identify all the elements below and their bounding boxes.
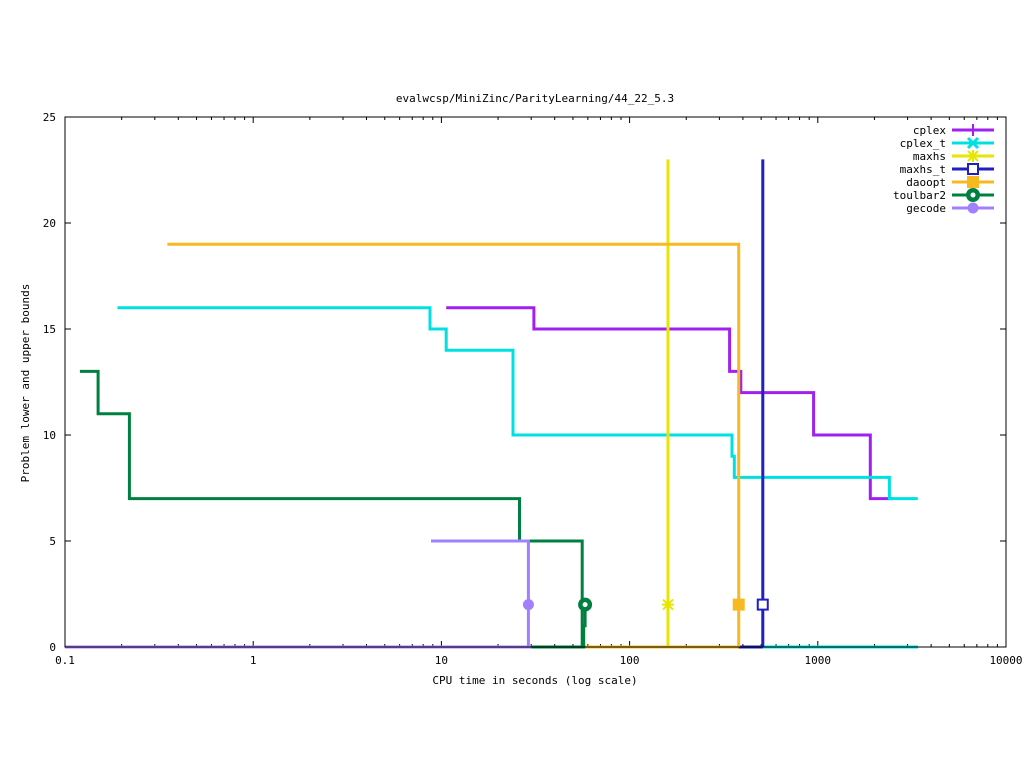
axis-ticks: 0.1 1 10 100 1000 10000 0 5 10 15 20 25	[43, 111, 1023, 667]
legend-item-gecode: gecode	[906, 202, 994, 215]
x-tick-label: 0.1	[55, 654, 75, 667]
legend-label: cplex	[913, 124, 946, 137]
legend-marker	[966, 188, 980, 202]
series-maxhs_t	[65, 159, 769, 649]
legend-label: maxhs_t	[900, 163, 946, 176]
y-tick-label: 5	[49, 535, 56, 548]
legend-marker	[967, 202, 979, 214]
legend-label: gecode	[906, 202, 946, 215]
series-toulbar2-upper-bound	[79, 369, 584, 647]
series-daoopt	[167, 242, 745, 649]
legend-marker	[967, 124, 979, 136]
chart-title: evalwcsp/MiniZinc/ParityLearning/44_22_5…	[396, 92, 674, 105]
series-maxhs-marker	[662, 598, 675, 611]
y-axis-label: Problem lower and upper bounds	[19, 284, 32, 483]
legend-label: daoopt	[906, 176, 946, 189]
series-cplex-upper-bound	[446, 306, 893, 501]
series-layer	[65, 159, 918, 649]
x-tick-label: 10000	[989, 654, 1022, 667]
y-tick-label: 15	[43, 323, 56, 336]
x-tick-label: 1000	[805, 654, 832, 667]
series-maxhs_t-marker	[756, 598, 769, 611]
y-tick-label: 25	[43, 111, 56, 124]
y-tick-label: 0	[49, 641, 56, 654]
x-tick-label: 100	[620, 654, 640, 667]
legend-marker	[967, 176, 979, 188]
x-tick-label: 10	[435, 654, 448, 667]
series-gecode-marker	[522, 599, 534, 611]
plot-frame	[64, 116, 1007, 648]
y-tick-label: 20	[43, 217, 56, 230]
legend-item-cplex: cplex	[913, 124, 994, 137]
y-tick-label: 10	[43, 429, 56, 442]
legend-label: cplex_t	[900, 137, 946, 150]
legend: cplexcplex_tmaxhsmaxhs_tdaoopttoulbar2ge…	[893, 124, 994, 215]
legend-item-maxhs_t: maxhs_t	[900, 163, 994, 176]
legend-item-maxhs: maxhs	[913, 150, 994, 163]
series-cplex_t-upper-bound	[117, 306, 918, 501]
x-axis-label: CPU time in seconds (log scale)	[432, 674, 637, 687]
legend-label: maxhs	[913, 150, 946, 163]
series-gecode	[65, 539, 534, 649]
series-daoopt-marker	[732, 598, 745, 611]
x-tick-label: 1	[250, 654, 257, 667]
series-daoopt-upper-bound	[167, 242, 741, 647]
legend-marker	[967, 150, 979, 162]
legend-label: toulbar2	[893, 189, 946, 202]
legend-item-toulbar2: toulbar2	[893, 188, 994, 202]
series-gecode-upper-bound	[431, 539, 530, 647]
legend-marker	[966, 136, 980, 150]
series-toulbar2-marker	[578, 597, 593, 612]
series-toulbar2-lower-bound	[65, 604, 587, 649]
legend-item-daoopt: daoopt	[906, 176, 994, 189]
legend-marker	[967, 163, 979, 175]
series-cplex_t	[65, 306, 918, 649]
legend-item-cplex_t: cplex_t	[900, 136, 994, 150]
series-maxhs	[662, 159, 675, 647]
